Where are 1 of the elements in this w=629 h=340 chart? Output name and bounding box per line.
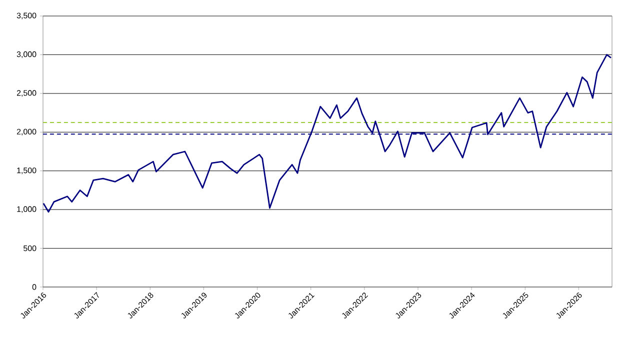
line-series — [42, 54, 612, 213]
